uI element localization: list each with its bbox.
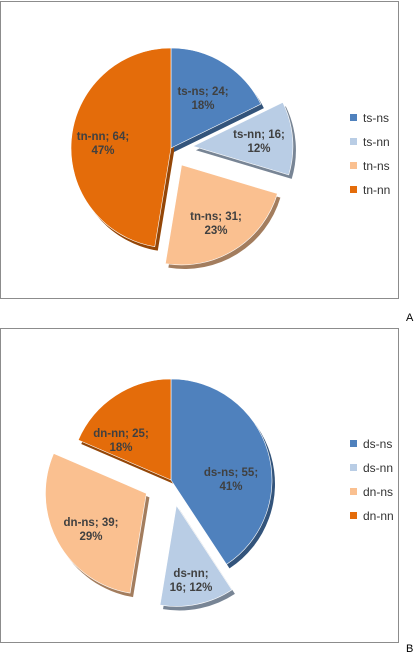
data-label-line: ts-nn; 16; — [233, 129, 285, 141]
legend-swatch-dn-ns — [350, 488, 357, 495]
data-label-line: ds-ns; 55; — [204, 467, 258, 479]
data-label-line: 23% — [204, 225, 227, 237]
data-label-line: ts-ns; 24; — [177, 86, 228, 98]
data-label-line: 18% — [191, 100, 214, 112]
data-label-line: dn-ns; 39; — [64, 517, 119, 529]
legend-swatch-tn-nn — [350, 186, 357, 193]
data-label-ds-ns: ds-ns; 55; 41% — [204, 467, 258, 493]
legend-swatch-ts-ns — [350, 114, 357, 121]
data-label-line: 16; 12% — [170, 582, 213, 594]
pie-slice-ds-ns — [170, 378, 273, 565]
data-label-ts-ns: ts-ns; 24; 18% — [177, 86, 228, 112]
pie-slice-ts-nn — [192, 101, 294, 176]
legend-swatch-ds-nn — [350, 464, 357, 471]
data-label-line: 47% — [91, 145, 114, 157]
legend-swatch-ds-ns — [350, 440, 357, 447]
data-label-line: tn-ns; 31; — [190, 211, 242, 223]
panel-label-a: A — [406, 312, 414, 324]
data-label-ts-nn: ts-nn; 16; 12% — [233, 129, 285, 155]
pie-slice-ts-ns — [170, 47, 262, 149]
panel-label-b: B — [406, 643, 414, 655]
legend-swatch-tn-ns — [350, 162, 357, 169]
legend-label-ts-nn: ts-nn — [363, 135, 390, 149]
data-label-line: ds-nn; — [173, 568, 208, 580]
pie-chart-a: ts-ns; 24; 18%ts-nn; 16; 12%tn-ns; 31; 23%t… — [70, 47, 390, 269]
data-label-line: 41% — [219, 481, 242, 493]
legend-label-ds-ns: ds-ns — [363, 437, 392, 451]
legend-label-ts-ns: ts-ns — [363, 111, 389, 125]
data-label-line: 18% — [109, 442, 132, 454]
legend-label-dn-nn: dn-nn — [363, 509, 394, 523]
chart-panel-b: ds-ns; 55; 41% ds-nn; 16; 12% dn-ns; 39; 29% d… — [0, 328, 399, 643]
pie-slice-dn-nn — [77, 378, 172, 481]
data-label-line: dn-nn; 25; — [93, 428, 149, 440]
legend-label-tn-ns: tn-ns — [363, 159, 390, 173]
data-label-line: 12% — [247, 143, 270, 155]
data-label-line: 29% — [79, 531, 102, 543]
data-label-line: tn-nn; 64; — [77, 131, 129, 143]
pie-chart-b: ds-ns; 55; 41%ds-nn; 16; 12%dn-ns; 39; 29%d… — [45, 378, 394, 611]
data-label-dn-nn: dn-nn; 25; 18% — [93, 428, 149, 454]
data-label-tn-nn: tn-nn; 64; 47% — [77, 131, 129, 157]
legend-swatch-dn-nn — [350, 512, 357, 519]
pie-slice-ds-nn — [159, 504, 233, 607]
pie-slice-dn-ns — [45, 453, 147, 594]
legend-label-ds-nn: ds-nn — [363, 461, 393, 475]
data-label-dn-ns: dn-ns; 39; 29% — [64, 517, 119, 543]
data-label-ds-nn: ds-nn; 16; 12% — [170, 568, 213, 594]
pie-slice-tn-ns — [165, 164, 278, 266]
chart-panel-a: ts-ns; 24; 18% ts-nn; 16; 12% tn-ns; 31; 23% t… — [0, 1, 399, 299]
legend-swatch-ts-nn — [350, 138, 357, 145]
legend-label-dn-ns: dn-ns — [363, 485, 393, 499]
legend-label-tn-nn: tn-nn — [363, 183, 390, 197]
pie-slice-tn-nn — [70, 47, 172, 248]
data-label-tn-ns: tn-ns; 31; 23% — [190, 211, 242, 237]
